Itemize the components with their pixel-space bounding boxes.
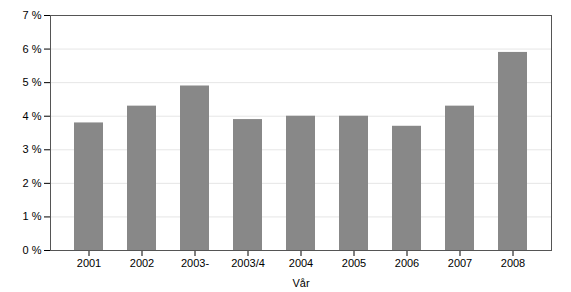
svg-text:2001: 2001	[77, 257, 101, 269]
svg-text:Vår: Vår	[292, 277, 309, 289]
svg-text:2008: 2008	[501, 257, 525, 269]
svg-text:2007: 2007	[448, 257, 472, 269]
svg-text:3 %: 3 %	[23, 143, 42, 155]
svg-text:2006: 2006	[395, 257, 419, 269]
svg-text:7 %: 7 %	[23, 9, 42, 21]
svg-text:2003-: 2003-	[181, 257, 209, 269]
svg-text:4 %: 4 %	[23, 110, 42, 122]
svg-text:2004: 2004	[289, 257, 313, 269]
svg-text:0 %: 0 %	[23, 244, 42, 256]
svg-text:2005: 2005	[342, 257, 366, 269]
svg-text:6 %: 6 %	[23, 43, 42, 55]
svg-text:2002: 2002	[130, 257, 154, 269]
svg-text:2003/4: 2003/4	[231, 257, 265, 269]
svg-text:1 %: 1 %	[23, 210, 42, 222]
svg-text:2 %: 2 %	[23, 177, 42, 189]
svg-text:5 %: 5 %	[23, 76, 42, 88]
